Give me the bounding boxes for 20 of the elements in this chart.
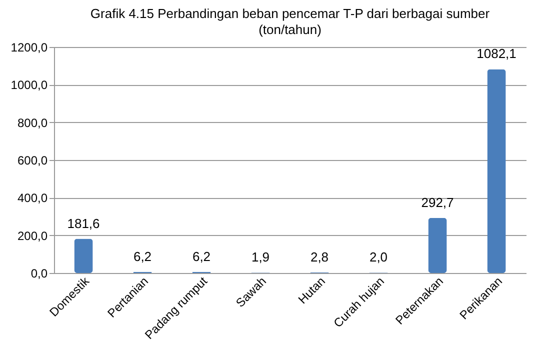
bar — [74, 238, 93, 273]
y-tick-label: 1000,0 — [10, 78, 48, 92]
bar — [428, 218, 447, 273]
y-tick-label: 200,0 — [17, 228, 48, 243]
data-label: 292,7 — [421, 194, 454, 210]
data-label: 6,2 — [192, 248, 211, 264]
bar — [487, 69, 506, 273]
y-tick-label: 800,0 — [17, 116, 48, 130]
data-label: 181,6 — [67, 216, 100, 231]
data-label: 6,2 — [133, 248, 152, 264]
y-tick-label: 600,0 — [17, 154, 48, 168]
data-label: 2,8 — [310, 249, 329, 264]
chart-title: Grafik 4.15 Perbandingan beban pencemar T-P dari berbagai sumber — [90, 6, 490, 21]
data-label: 1,9 — [251, 250, 270, 265]
y-tick-label: 400,0 — [17, 191, 48, 206]
y-tick-label: 0,0 — [30, 266, 48, 280]
y-tick-label: 1200,0 — [10, 40, 48, 54]
data-label: 2,0 — [369, 250, 388, 265]
chart-subtitle: (ton/tahun) — [258, 22, 322, 37]
data-label: 1082,1 — [476, 46, 516, 62]
